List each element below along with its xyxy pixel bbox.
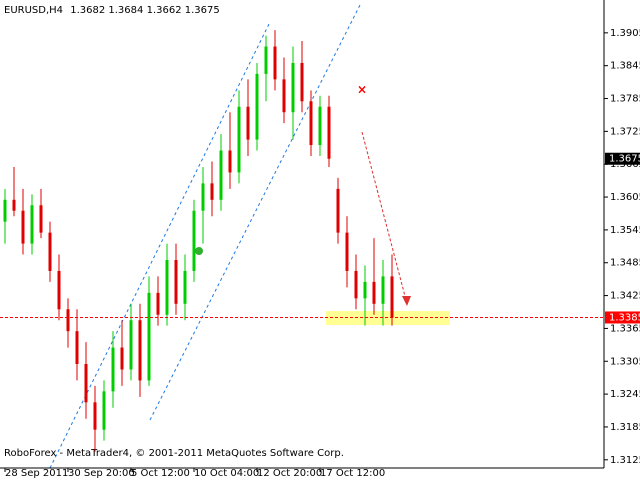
header-high: 1.3684 — [108, 5, 143, 16]
target-zone — [326, 311, 450, 325]
x-tick-label: 30 Sep 20:00 — [68, 468, 135, 479]
forecast-arrow — [361, 131, 407, 301]
x-tick-label: 17 Oct 12:00 — [320, 468, 385, 479]
candle-body — [156, 292, 160, 315]
level-label: 1.3385 — [609, 312, 640, 323]
header-close: 1.3675 — [185, 5, 220, 16]
candle-body — [165, 260, 169, 315]
chart-header: EURUSD,H4 1.3682 1.3684 1.3662 1.3675 — [4, 5, 220, 16]
y-tick-label: 1.3485 — [610, 258, 640, 269]
candle-body — [228, 150, 232, 173]
candle-body — [201, 183, 205, 211]
candle-body — [75, 331, 79, 364]
header-low: 1.3662 — [147, 5, 182, 16]
candle-body — [138, 320, 142, 381]
candle-body — [111, 347, 115, 392]
candle-body — [93, 402, 97, 430]
candle-body — [84, 364, 88, 403]
y-tick-label: 1.3725 — [610, 126, 640, 137]
candle-body — [282, 79, 286, 113]
y-tick-label: 1.3245 — [610, 389, 640, 400]
y-tick-label: 1.3425 — [610, 291, 640, 302]
candle-body — [30, 205, 34, 244]
candle-body — [300, 62, 304, 102]
candle-body — [363, 281, 367, 299]
channel — [49, 4, 361, 469]
candle-body — [192, 210, 196, 271]
y-tick-label: 1.3185 — [610, 422, 640, 433]
y-tick-label: 1.3605 — [610, 192, 640, 203]
candle-body — [345, 232, 349, 271]
candle-body — [210, 183, 214, 200]
current-price-box — [605, 152, 640, 165]
candle-body — [48, 232, 52, 271]
y-tick-label: 1.3785 — [610, 94, 640, 105]
candle-body — [66, 309, 70, 332]
candle-body — [291, 62, 295, 113]
candle-body — [3, 199, 7, 222]
x-tick-label: 12 Oct 20:00 — [257, 468, 322, 479]
y-tick-label: 1.3305 — [610, 356, 640, 367]
candle-body — [174, 260, 178, 304]
level-box — [605, 311, 640, 324]
candle-body — [39, 205, 43, 233]
x-tick-label: 10 Oct 04:00 — [194, 468, 259, 479]
candle-body — [246, 106, 250, 140]
symbol: EURUSD,H4 — [4, 5, 63, 16]
header-open: 1.3682 — [70, 5, 105, 16]
candle-body — [102, 391, 106, 430]
candle-body — [183, 270, 187, 304]
candle-body — [318, 106, 322, 146]
candle-body — [327, 106, 331, 159]
candle-body — [264, 46, 268, 74]
candle-body — [147, 292, 151, 381]
candle-body — [273, 46, 277, 80]
y-tick-label: 1.3905 — [610, 28, 640, 39]
candle-body — [57, 270, 61, 310]
watermark: RoboForex - MetaTrader4, © 2001-2011 Met… — [4, 448, 344, 459]
candle-body — [309, 101, 313, 146]
candle-body — [120, 347, 124, 370]
y-tick-label: 1.3365 — [610, 323, 640, 334]
candle-body — [255, 73, 259, 140]
candle-body — [129, 320, 133, 370]
y-tick-label: 1.3125 — [610, 455, 640, 466]
signal-dot — [195, 247, 203, 255]
candle-body — [12, 199, 16, 211]
candle-body — [21, 210, 25, 244]
candle-body — [381, 276, 385, 304]
candle-body — [372, 281, 376, 304]
x-tick-label: 5 Oct 12:00 — [131, 468, 190, 479]
x-tick-label: 28 Sep 2011 — [5, 468, 68, 479]
arrow-head — [402, 296, 411, 306]
candle-body — [237, 106, 241, 173]
candle-body — [354, 270, 358, 299]
candle-body — [219, 150, 223, 200]
current-price-label: 1.3675 — [609, 154, 640, 165]
candle-body — [390, 276, 394, 318]
candle-body — [336, 188, 340, 233]
y-tick-label: 1.3545 — [610, 225, 640, 236]
cross-mark: × — [357, 83, 367, 97]
y-tick-label: 1.3845 — [610, 61, 640, 72]
